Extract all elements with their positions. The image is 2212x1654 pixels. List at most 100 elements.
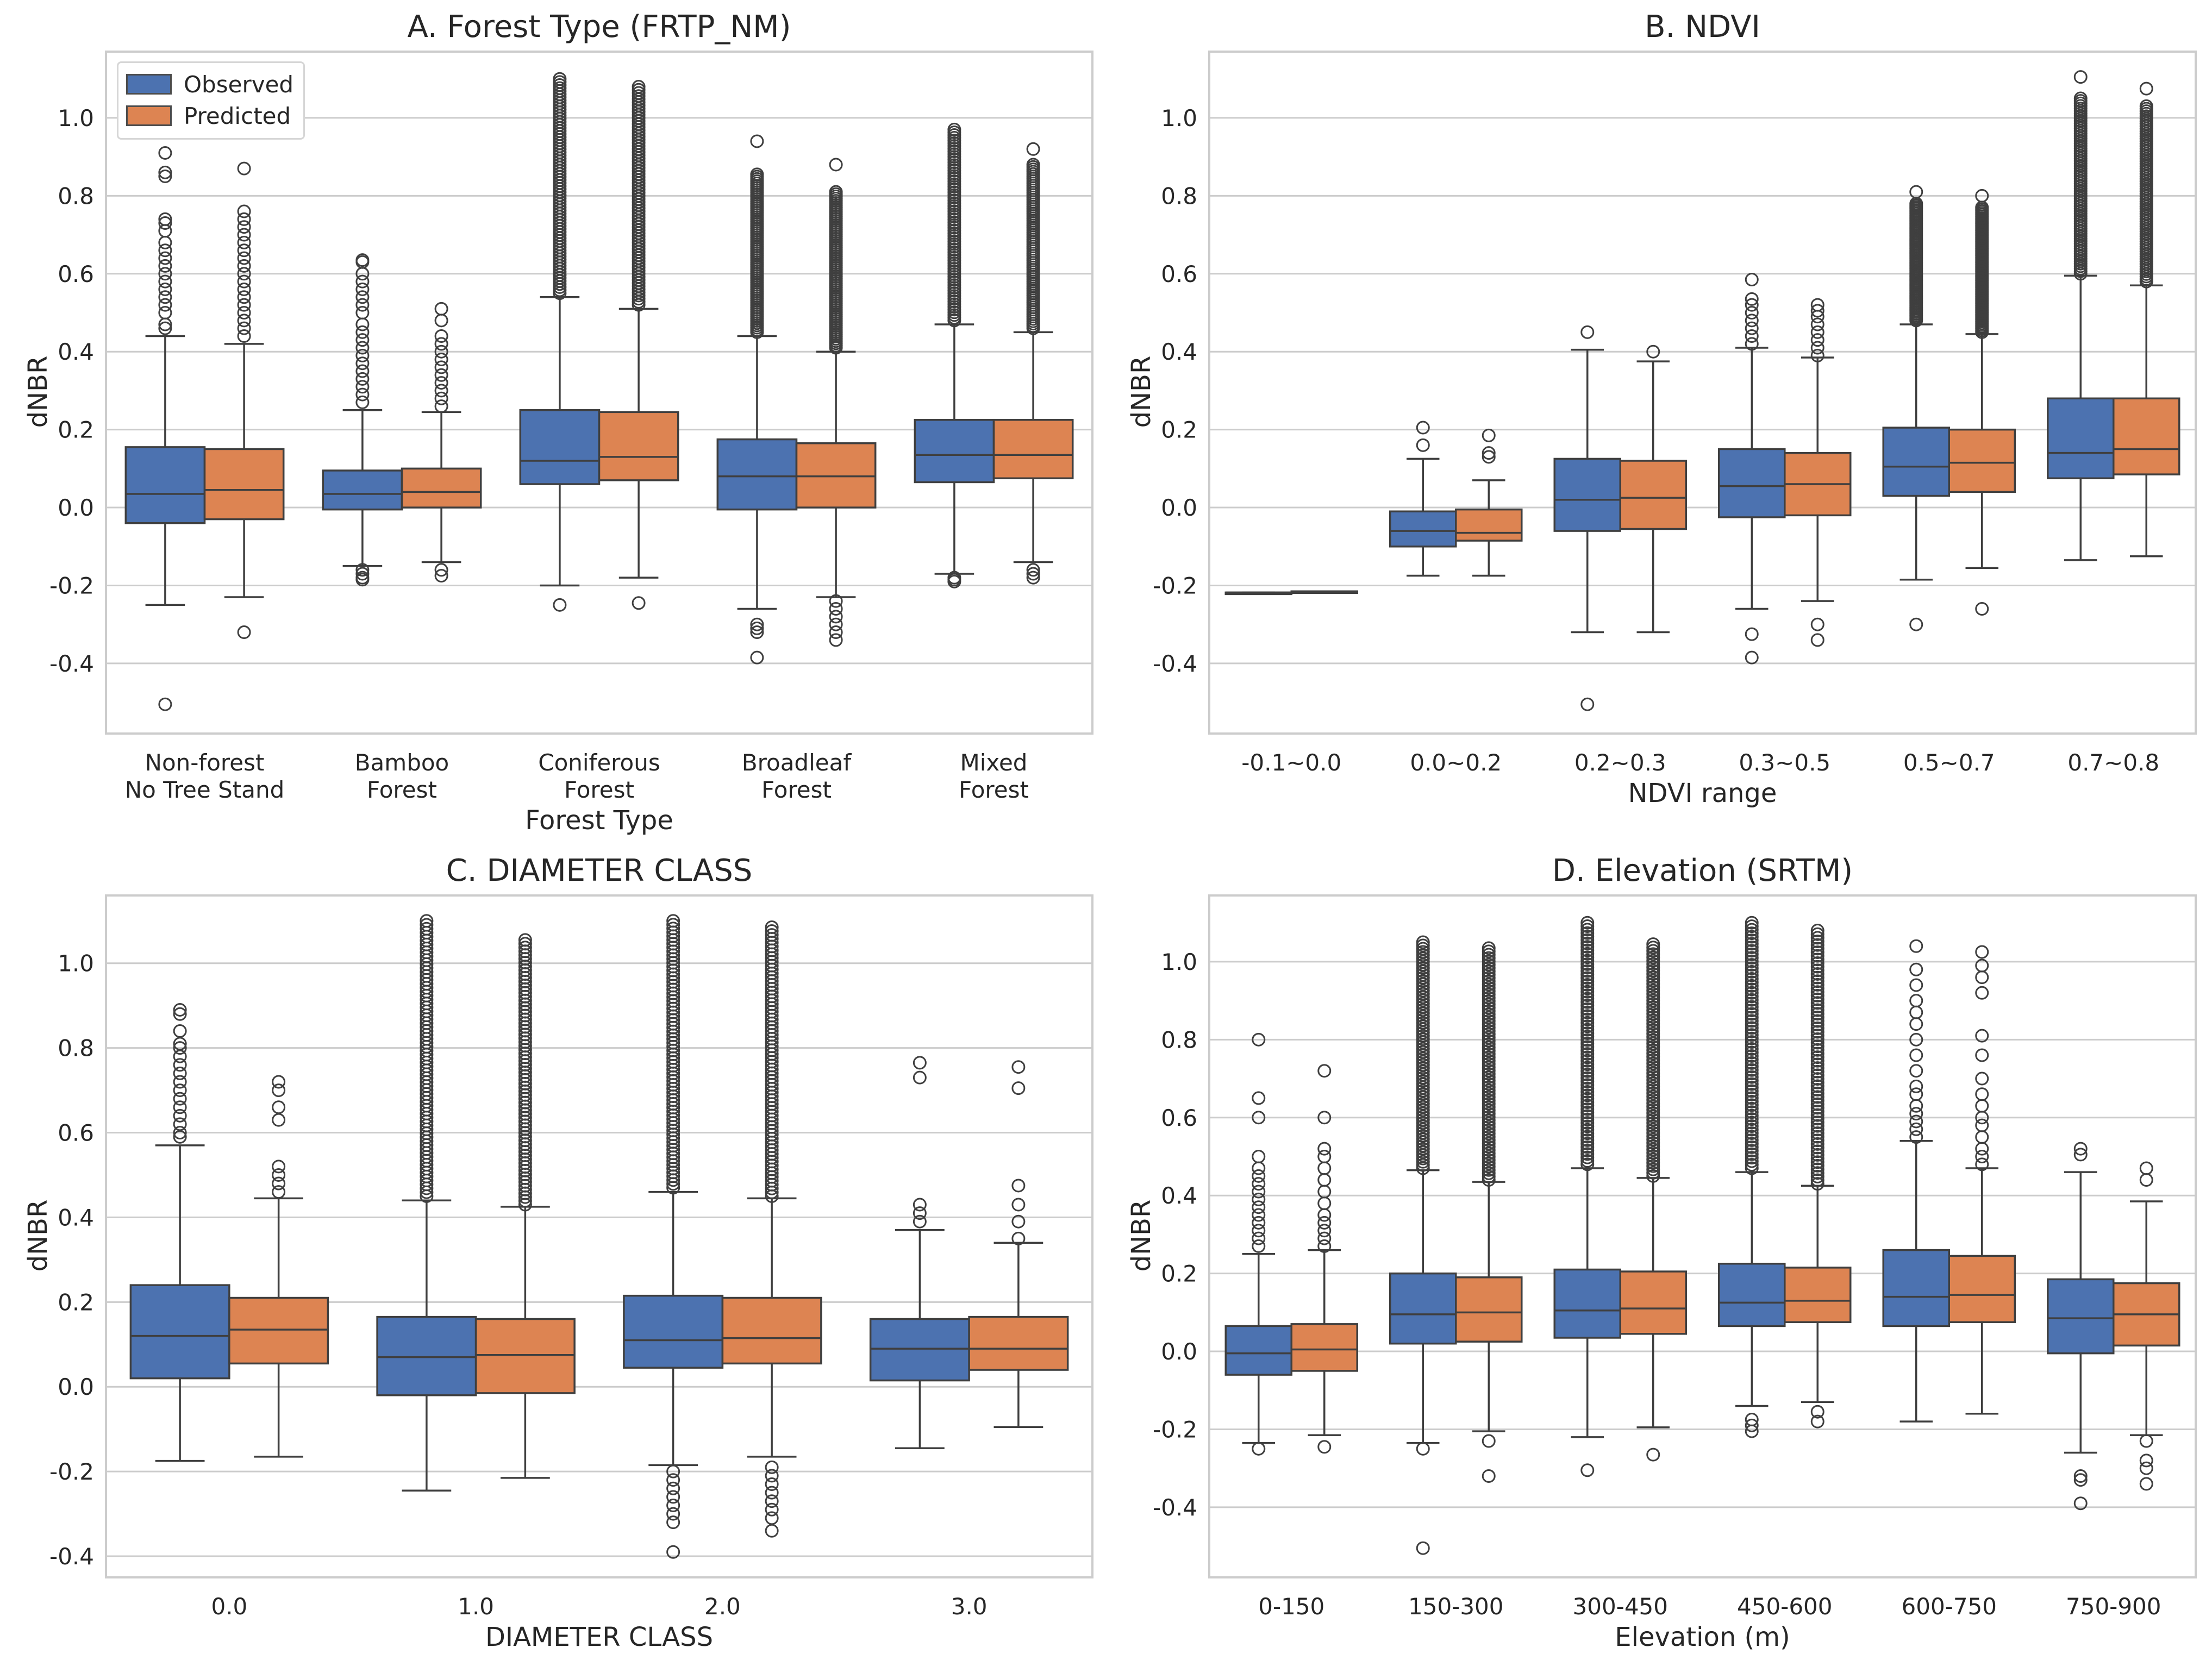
outlier-point (1580, 1463, 1595, 1477)
outlier-point (1482, 981, 1496, 995)
outlier-point (1745, 944, 1759, 958)
outlier-point (1026, 571, 1040, 585)
outlier-point (1745, 997, 1759, 1011)
y-tick-label: 0.8 (1161, 183, 1197, 209)
outlier-point (1745, 314, 1759, 328)
outlier-point (1810, 1043, 1824, 1057)
outlier-point (1580, 1033, 1595, 1047)
outlier-point (1646, 1162, 1660, 1176)
outlier-point (1745, 954, 1759, 968)
outlier-point (1482, 1017, 1496, 1031)
outlier-point (1745, 951, 1759, 965)
outlier-point (1810, 1090, 1824, 1104)
outlier-point (1416, 1010, 1430, 1024)
outlier-point (1252, 1216, 1266, 1230)
outlier-point (1810, 1126, 1824, 1140)
outlier-point (1810, 1036, 1824, 1050)
outlier-point (1252, 1442, 1266, 1456)
y-tick-label: 0.2 (1161, 1261, 1197, 1287)
outlier-point (1909, 978, 1923, 992)
outlier-point (1580, 1106, 1595, 1120)
outlier-point (237, 243, 251, 258)
outlier-point (1011, 1081, 1026, 1095)
outlier-point (1745, 321, 1759, 335)
outlier-point (1580, 988, 1595, 1003)
outlier-point (1416, 964, 1430, 979)
x-tick-label: -0.1~0.0 (1241, 749, 1341, 776)
outlier-point (1482, 1140, 1496, 1154)
outlier-point (158, 298, 172, 312)
outlier-point (237, 228, 251, 242)
outlier-point (1580, 930, 1595, 944)
outlier-point (158, 216, 172, 230)
y-tick-label: 0.8 (58, 1035, 94, 1062)
outlier-point (1975, 189, 1989, 203)
outlier-point (355, 325, 370, 339)
outlier-point (1252, 1208, 1266, 1222)
outlier-point (1646, 990, 1660, 1004)
outlier-point (1580, 999, 1595, 1013)
outlier-point (1909, 185, 1923, 199)
outlier-point (1416, 1058, 1430, 1072)
outlier-point (1810, 931, 1824, 945)
box-observed (1389, 421, 1457, 577)
outlier-point (355, 364, 370, 378)
outlier-point (1646, 960, 1660, 974)
outlier-point (1646, 1129, 1660, 1143)
outlier-point (1810, 999, 1824, 1013)
outlier-point (1810, 1177, 1824, 1191)
outlier-point (1580, 1026, 1595, 1040)
outlier-point (1646, 977, 1660, 991)
outlier-point (237, 220, 251, 234)
outlier-point (434, 391, 448, 405)
x-axis-label: NDVI range (1628, 778, 1777, 809)
outlier-point (1646, 1076, 1660, 1091)
outlier-point (1745, 273, 1759, 287)
outlier-point (1482, 971, 1496, 985)
outlier-point (355, 387, 370, 402)
outlier-point (173, 1066, 187, 1080)
outlier-point (237, 267, 251, 281)
outlier-point (158, 321, 172, 335)
outlier-point (355, 282, 370, 296)
outlier-point (1745, 1161, 1759, 1175)
outlier-point (1810, 1101, 1824, 1115)
outlier-point (1580, 947, 1595, 961)
outlier-point (1975, 986, 1989, 1000)
series-observed (1224, 916, 2115, 1555)
outlier-point (1482, 941, 1496, 955)
outlier-point (2073, 1148, 2088, 1162)
outlier-point (1482, 1434, 1496, 1448)
outlier-point (1482, 1150, 1496, 1164)
iqr-box (2047, 397, 2115, 480)
y-tick-label: -0.2 (1153, 572, 1197, 599)
outlier-point (1416, 1006, 1430, 1020)
outlier-point (518, 933, 532, 947)
outlier-point (829, 610, 843, 624)
outlier-point (1416, 1003, 1430, 1017)
outlier-point (1580, 1088, 1595, 1102)
outlier-point (1416, 1442, 1430, 1456)
x-tick-label: 0.2~0.3 (1574, 749, 1666, 776)
outlier-point (913, 1070, 927, 1085)
outlier-point (1580, 1078, 1595, 1092)
outlier-point (272, 1100, 286, 1114)
outlier-point (1646, 1113, 1660, 1127)
outlier-point (1810, 1064, 1824, 1079)
outlier-point (1745, 1010, 1759, 1024)
outlier-point (2139, 1461, 2153, 1475)
outlier-point (1482, 1136, 1496, 1150)
outlier-point (1482, 1173, 1496, 1187)
outlier-point (1745, 1081, 1759, 1095)
box-observed (1553, 916, 1621, 1477)
outlier-point (1482, 1169, 1496, 1183)
outlier-point (1252, 1149, 1266, 1163)
outlier-point (1482, 1090, 1496, 1104)
legend-item-observed: Observed (126, 68, 293, 100)
outlier-point (1482, 997, 1496, 1011)
outlier-point (1646, 1063, 1660, 1077)
outlier-point (1317, 1440, 1332, 1454)
outlier-point (1810, 1007, 1824, 1021)
outlier-point (1416, 942, 1430, 956)
outlier-point (1810, 1148, 1824, 1162)
